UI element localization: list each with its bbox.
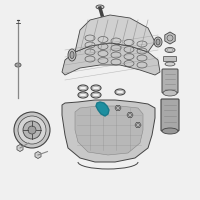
- FancyBboxPatch shape: [164, 56, 177, 62]
- Ellipse shape: [16, 64, 20, 66]
- Ellipse shape: [68, 49, 76, 61]
- Circle shape: [167, 35, 173, 41]
- Ellipse shape: [154, 37, 162, 47]
- Ellipse shape: [165, 62, 175, 66]
- Ellipse shape: [162, 128, 178, 134]
- Polygon shape: [17, 144, 23, 152]
- Polygon shape: [127, 112, 133, 118]
- FancyBboxPatch shape: [162, 69, 178, 93]
- Circle shape: [14, 112, 50, 148]
- Circle shape: [28, 126, 36, 134]
- Polygon shape: [165, 32, 175, 44]
- Ellipse shape: [163, 90, 177, 96]
- Circle shape: [128, 114, 132, 116]
- Circle shape: [136, 123, 140, 127]
- Circle shape: [116, 106, 120, 110]
- Polygon shape: [62, 43, 160, 75]
- Polygon shape: [96, 102, 109, 116]
- Ellipse shape: [165, 47, 175, 52]
- Polygon shape: [135, 122, 141, 128]
- Circle shape: [18, 116, 46, 144]
- Ellipse shape: [15, 63, 21, 67]
- Polygon shape: [62, 100, 155, 162]
- Polygon shape: [75, 106, 143, 155]
- Ellipse shape: [156, 39, 160, 45]
- Ellipse shape: [70, 51, 74, 58]
- Ellipse shape: [96, 5, 104, 9]
- Polygon shape: [35, 152, 41, 158]
- Circle shape: [23, 121, 41, 139]
- Polygon shape: [115, 105, 121, 111]
- Polygon shape: [75, 15, 155, 52]
- FancyBboxPatch shape: [161, 99, 179, 131]
